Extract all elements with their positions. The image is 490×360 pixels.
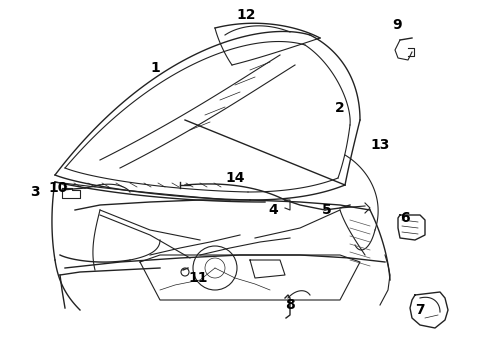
Text: 3: 3: [30, 185, 40, 199]
Text: 6: 6: [400, 211, 410, 225]
Text: 10: 10: [48, 181, 68, 195]
Text: 13: 13: [370, 138, 390, 152]
Text: 4: 4: [268, 203, 278, 217]
Text: 9: 9: [392, 18, 402, 32]
Text: 2: 2: [335, 101, 345, 115]
Text: 5: 5: [322, 203, 332, 217]
Text: 11: 11: [188, 271, 207, 285]
Text: 14: 14: [225, 171, 245, 185]
Text: 7: 7: [415, 303, 425, 317]
Text: 8: 8: [285, 298, 295, 312]
Text: 12: 12: [236, 8, 256, 22]
Text: 1: 1: [150, 61, 160, 75]
